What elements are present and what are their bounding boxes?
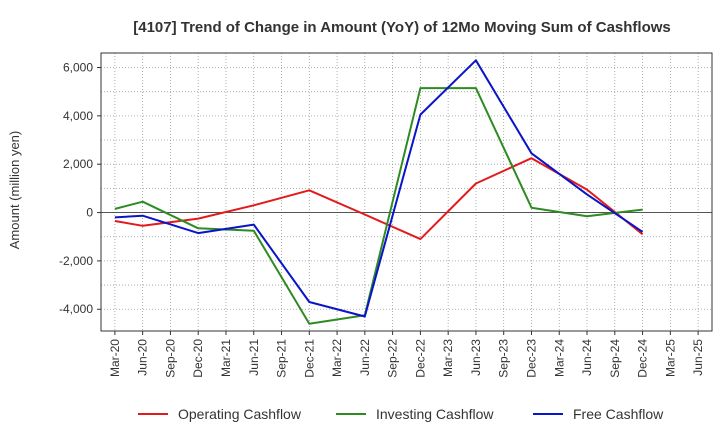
x-tick-label: Dec-24 [636, 339, 650, 378]
series-lines [114, 59, 644, 325]
legend-label: Free Cashflow [573, 406, 664, 422]
x-tick-label: Jun-25 [691, 339, 705, 376]
y-tick-label: -4,000 [59, 302, 93, 316]
x-tick-label: Sep-24 [608, 339, 622, 378]
chart-title: [4107] Trend of Change in Amount (YoY) o… [133, 19, 671, 36]
x-tick-label: Jun-20 [136, 339, 150, 376]
grid [101, 53, 712, 331]
x-tick-label: Jun-24 [580, 339, 594, 376]
x-tick-label: Dec-22 [413, 339, 427, 378]
x-tick-label: Sep-23 [497, 339, 511, 378]
x-tick-label: Dec-20 [191, 339, 205, 378]
x-tick-label: Dec-21 [302, 339, 316, 378]
y-axis-label: Amount (million yen) [7, 131, 22, 250]
x-tick-label: Sep-20 [163, 339, 177, 378]
series-line-free-cashflow [114, 59, 644, 318]
x-tick-label: Mar-24 [552, 339, 566, 377]
x-tick-label: Jun-22 [358, 339, 372, 376]
x-tick-label: Mar-25 [663, 339, 677, 377]
legend-label: Operating Cashflow [178, 406, 302, 422]
x-tick-label: Jun-23 [469, 339, 483, 376]
x-tick-label: Mar-23 [441, 339, 455, 377]
plot-frame [100, 52, 713, 332]
x-tick-label: Mar-20 [108, 339, 122, 377]
x-axis-ticks: Mar-20 Jun-20 Sep-20 Dec-20 Mar-21 Jun-21 Sep-… [108, 331, 705, 378]
y-tick-label: 6,000 [63, 61, 93, 75]
x-tick-label: Jun-21 [247, 339, 261, 376]
legend: Operating Cashflow Investing Cashflow Free… [138, 406, 664, 422]
x-tick-label: Sep-22 [386, 339, 400, 378]
legend-label: Investing Cashflow [376, 406, 494, 422]
x-tick-label: Mar-21 [219, 339, 233, 377]
y-tick-label: 2,000 [63, 157, 93, 171]
x-tick-label: Dec-23 [524, 339, 538, 378]
x-tick-label: Sep-21 [275, 339, 289, 378]
y-tick-label: 0 [86, 206, 93, 220]
series-line-investing-cashflow [114, 87, 643, 325]
y-tick-label: -2,000 [59, 254, 93, 268]
x-tick-label: Mar-22 [330, 339, 344, 377]
y-axis-ticks: -4,000 -2,000 0 2,000 4,000 6,000 [59, 61, 101, 316]
y-tick-label: 4,000 [63, 109, 93, 123]
series-line-operating-cashflow [114, 157, 644, 241]
